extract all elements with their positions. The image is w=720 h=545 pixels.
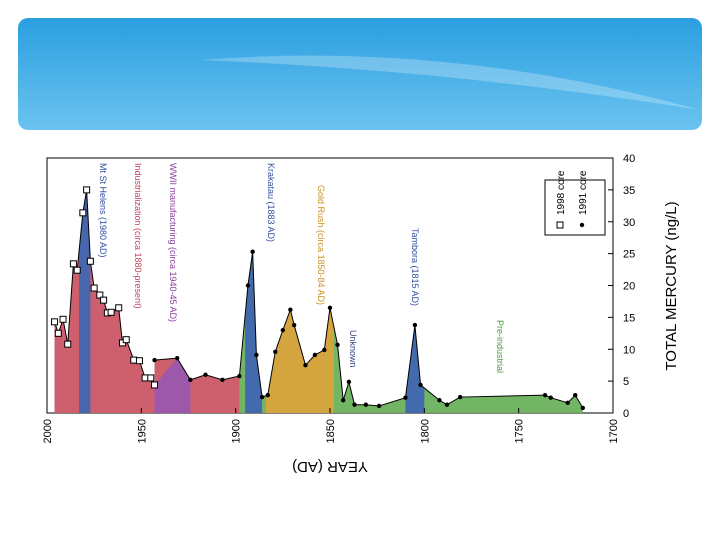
region-fill	[54, 189, 240, 413]
data-point	[64, 340, 72, 348]
data-point	[130, 356, 138, 364]
data-point	[542, 392, 548, 398]
series-line	[154, 251, 584, 409]
data-point	[580, 405, 586, 411]
x-tick-label: 1900	[231, 419, 243, 443]
data-point	[565, 400, 570, 405]
annotation-label: WWII manufacturing (circa 1940-45 AD)	[168, 163, 178, 322]
annotation-label: Pre-industrial	[495, 320, 505, 373]
x-tick-label: 2000	[42, 419, 54, 443]
data-point	[83, 186, 91, 194]
plot-area: Pre-industrial Industrialization (circa 1…	[51, 163, 586, 413]
data-point	[220, 377, 225, 383]
data-point	[135, 357, 143, 365]
data-point	[265, 392, 270, 398]
y-axis-title: TOTAL MERCURY (ng/L)	[663, 201, 680, 370]
data-point	[100, 296, 108, 304]
x-axis-title: YEAR (AD)	[292, 458, 368, 475]
legend-marker	[579, 222, 585, 228]
annotation-label: Gold Rush (circa 1850-84 AD)	[316, 185, 326, 305]
legend-label: 1991 core	[578, 170, 589, 215]
data-point	[203, 372, 208, 377]
banner-wave	[200, 55, 700, 110]
data-point	[573, 392, 578, 398]
data-point	[341, 398, 346, 403]
data-point	[444, 402, 450, 407]
data-point	[79, 209, 87, 217]
data-point	[280, 327, 286, 333]
y-tick-label: 0	[623, 408, 629, 420]
data-point	[250, 249, 255, 254]
y-tick-label: 40	[623, 153, 635, 165]
data-point	[327, 305, 333, 311]
data-point	[457, 394, 463, 400]
data-point	[69, 260, 77, 268]
annotation-label: Mt St Helens (1980 AD)	[98, 163, 108, 258]
data-point	[291, 322, 297, 328]
x-tick-label: 1700	[608, 419, 620, 443]
annotation-label: Unknown	[348, 330, 358, 368]
data-point	[403, 395, 408, 400]
data-point	[418, 382, 423, 388]
y-tick-label: 20	[623, 281, 635, 293]
data-point	[59, 315, 67, 323]
data-point	[90, 284, 98, 292]
x-tick-label: 1850	[325, 419, 337, 443]
region-fill	[79, 189, 91, 413]
data-point	[245, 283, 251, 288]
data-point	[152, 357, 157, 363]
legend-box	[544, 179, 606, 236]
data-point	[141, 374, 149, 382]
data-point	[322, 347, 327, 353]
data-point	[312, 352, 318, 358]
region-fill	[154, 358, 191, 413]
region-fill	[265, 307, 334, 413]
data-point	[254, 352, 259, 358]
data-point	[86, 257, 94, 265]
x-tick-label: 1950	[136, 419, 148, 443]
data-point	[363, 402, 369, 407]
data-point	[174, 355, 180, 361]
annotation-label: Tambora (1815 AD)	[410, 228, 420, 306]
region-fill	[405, 325, 425, 413]
annotation-label: Krakatau (1883 AD)	[266, 163, 276, 242]
data-point	[188, 377, 193, 383]
data-point	[237, 373, 242, 379]
region-fill	[245, 251, 263, 413]
data-point	[122, 336, 130, 344]
data-point	[147, 374, 155, 382]
data-point	[73, 266, 81, 274]
data-point	[335, 342, 340, 347]
header-banner	[18, 18, 702, 130]
data-point	[288, 307, 293, 312]
y-tick-label: 30	[623, 217, 635, 229]
data-point	[412, 322, 418, 328]
x-tick-label: 1750	[514, 419, 526, 443]
x-tick-label: 1800	[419, 419, 431, 443]
data-point	[259, 394, 265, 400]
data-point	[273, 349, 278, 354]
data-point	[107, 308, 115, 316]
data-point	[115, 304, 123, 312]
data-point	[548, 395, 553, 400]
data-point	[352, 402, 357, 407]
data-point	[96, 291, 104, 299]
data-point	[437, 398, 442, 403]
data-point	[303, 362, 308, 368]
data-point	[376, 403, 382, 409]
data-point	[51, 318, 59, 326]
y-tick-label: 5	[623, 376, 629, 388]
annotation-label: Industrialization (circa 1880-present)	[133, 163, 143, 309]
data-point	[346, 379, 352, 384]
legend-label: 1998 core	[556, 170, 567, 215]
y-tick-label: 35	[623, 185, 635, 197]
y-tick-label: 10	[623, 344, 635, 356]
data-point	[151, 381, 159, 389]
legend-marker	[556, 221, 564, 229]
y-tick-label: 25	[623, 249, 635, 261]
y-tick-label: 15	[623, 312, 635, 324]
data-point	[54, 329, 62, 337]
